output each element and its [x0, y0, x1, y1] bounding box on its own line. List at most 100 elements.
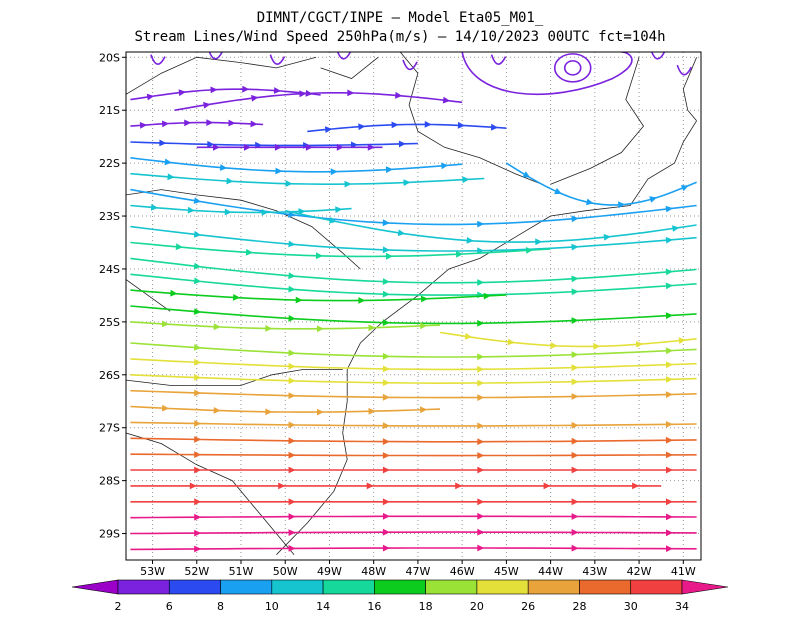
vortex-ring — [563, 60, 582, 76]
weak-flow-curl — [336, 52, 352, 60]
flow-arrowhead — [395, 91, 403, 99]
flow-arrowhead — [420, 406, 428, 414]
flow-arrowhead — [477, 353, 485, 361]
flow-arrowhead — [193, 308, 202, 315]
coastline-segment — [126, 432, 295, 555]
x-tick-label: 47W — [405, 565, 430, 578]
flow-arrowhead — [665, 421, 673, 428]
streamline — [130, 157, 463, 173]
flow-arrowhead — [571, 243, 579, 251]
flow-arrowhead — [382, 438, 390, 445]
flow-arrowhead — [161, 320, 170, 328]
colorbar-swatch — [168, 579, 221, 595]
weak-flow-curl — [676, 64, 693, 76]
flow-arrowhead — [194, 498, 202, 506]
colorbar-label: 30 — [624, 600, 638, 613]
flow-arrowhead — [665, 268, 673, 276]
colorbar-label: 6 — [166, 600, 173, 613]
colorbar-swatch — [630, 579, 683, 595]
weak-flow-curl — [650, 52, 666, 60]
flow-arrowhead — [213, 323, 221, 331]
flow-arrowhead — [187, 206, 195, 214]
flow-arrowhead — [382, 319, 390, 326]
streamline — [130, 321, 441, 330]
coastline-segment — [126, 56, 317, 95]
flow-arrowhead — [455, 482, 463, 490]
y-tick-label: 23S — [99, 210, 120, 223]
flow-arrowhead — [382, 452, 390, 459]
flow-arrowhead — [206, 119, 214, 126]
flow-arrowhead — [194, 420, 202, 427]
flow-arrowhead — [316, 325, 324, 333]
flow-arrowhead — [288, 315, 296, 322]
flow-arrowhead — [193, 197, 202, 204]
flow-arrowhead — [347, 89, 355, 97]
flow-arrowhead — [477, 291, 485, 299]
flow-arrowhead — [554, 187, 562, 195]
latitude-axis: 20S 21S 22S 23S 24S 25S 26S 27S 28S 29S — [99, 51, 126, 541]
flow-arrowhead — [477, 498, 485, 506]
flow-arrowhead — [139, 122, 147, 129]
flow-arrowhead — [213, 143, 220, 151]
flow-arrowhead — [665, 376, 673, 383]
flow-arrowhead — [665, 282, 673, 290]
flow-arrowhead — [490, 123, 499, 131]
coastline-segment — [126, 369, 343, 386]
streamline — [130, 342, 697, 358]
flow-arrowhead — [285, 180, 293, 187]
flow-arrowhead — [382, 393, 390, 401]
flow-arrowhead — [226, 177, 234, 185]
flow-arrowhead — [159, 139, 167, 147]
coastline-and-borders — [126, 52, 697, 555]
flow-arrowhead — [678, 337, 686, 344]
vortex-outer-loop — [461, 52, 633, 95]
flow-arrowhead — [665, 236, 673, 244]
flow-arrowhead — [315, 252, 323, 260]
flow-arrowhead — [170, 289, 178, 297]
flow-arrowhead — [649, 196, 657, 203]
y-tick-label: 27S — [99, 422, 120, 435]
flow-arrowhead — [265, 408, 273, 416]
colorbar-swatch — [220, 579, 273, 595]
flow-arrowhead — [275, 167, 283, 175]
flow-arrowhead — [464, 332, 473, 340]
colorbar-max-arrow — [681, 579, 729, 595]
colorbar-label: 28 — [572, 600, 586, 613]
flow-arrowhead — [635, 341, 644, 348]
flow-arrowhead — [184, 119, 192, 127]
flow-arrowhead — [466, 237, 474, 244]
flow-arrowhead — [382, 278, 390, 285]
x-tick-label: 42W — [627, 565, 652, 578]
flow-arrowhead — [194, 545, 202, 553]
flow-arrowhead — [288, 421, 296, 429]
coastline-segment — [682, 57, 697, 122]
flow-arrowhead — [288, 466, 296, 474]
title-line-2: Stream Lines/Wind Speed 250hPa(m/s) – 14… — [134, 29, 665, 45]
colorbar-swatch — [476, 579, 529, 595]
flow-arrowhead — [288, 437, 296, 445]
streamline — [130, 204, 352, 214]
flow-arrowhead — [477, 544, 485, 552]
flow-arrowhead — [210, 86, 218, 94]
streamline — [174, 92, 463, 111]
flow-arrowhead — [367, 143, 375, 151]
flow-arrowhead — [593, 342, 601, 350]
flow-arrowhead — [193, 262, 202, 270]
flow-arrowhead — [228, 119, 236, 127]
flow-arrowhead — [665, 361, 673, 369]
y-tick-label: 21S — [99, 104, 120, 117]
flow-arrowhead — [244, 143, 251, 151]
flow-arrowhead — [336, 143, 344, 151]
flow-arrowhead — [382, 365, 390, 373]
y-tick-label: 25S — [99, 316, 120, 329]
x-tick-label: 50W — [273, 565, 298, 578]
flow-arrowhead — [251, 94, 259, 102]
x-tick-label: 41W — [671, 565, 696, 578]
colorbar-swatch — [374, 579, 426, 595]
flow-arrowhead — [550, 342, 558, 349]
colorbar-label: 18 — [419, 600, 433, 613]
coastline-segment — [550, 57, 644, 185]
flow-arrowhead — [571, 275, 579, 283]
streamlines-layer — [130, 85, 697, 553]
